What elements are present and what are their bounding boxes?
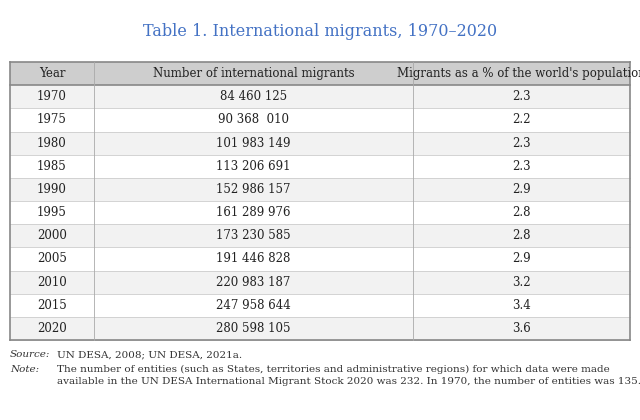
Text: 2.8: 2.8 [512,206,531,219]
Text: UN DESA, 2008; UN DESA, 2021a.: UN DESA, 2008; UN DESA, 2021a. [57,350,242,359]
Bar [10,155,630,178]
Text: 2020: 2020 [37,322,67,335]
Text: Source:: Source: [10,350,51,359]
Text: 2.9: 2.9 [512,183,531,196]
Text: Note:: Note: [10,365,39,374]
Bar [10,270,630,294]
Text: Migrants as a % of the world's population: Migrants as a % of the world's populatio… [397,67,640,80]
Text: 2005: 2005 [37,252,67,265]
Text: 2.3: 2.3 [512,160,531,173]
Text: 1980: 1980 [37,136,67,150]
Text: 2.3: 2.3 [512,90,531,103]
Text: The number of entities (such as States, territories and administrative regions) : The number of entities (such as States, … [57,365,610,374]
Text: 1985: 1985 [37,160,67,173]
Bar [10,247,630,270]
Text: 2.9: 2.9 [512,252,531,265]
Bar [10,62,630,85]
Text: 2015: 2015 [37,299,67,312]
Text: 2.3: 2.3 [512,136,531,150]
Text: 3.6: 3.6 [512,322,531,335]
Text: 1975: 1975 [37,113,67,126]
Text: 191 446 828: 191 446 828 [216,252,291,265]
Text: 152 986 157: 152 986 157 [216,183,291,196]
Text: 2.8: 2.8 [512,229,531,242]
Text: Year: Year [38,67,65,80]
Text: 84 460 125: 84 460 125 [220,90,287,103]
Text: 3.4: 3.4 [512,299,531,312]
Text: available in the UN DESA International Migrant Stock 2020 was 232. In 1970, the : available in the UN DESA International M… [57,377,640,386]
Bar [10,131,630,155]
Text: 247 958 644: 247 958 644 [216,299,291,312]
Text: 3.2: 3.2 [512,276,531,289]
Text: 2000: 2000 [37,229,67,242]
Text: 2.2: 2.2 [512,113,531,126]
Bar [10,317,630,340]
Text: 113 206 691: 113 206 691 [216,160,291,173]
Text: 220 983 187: 220 983 187 [216,276,291,289]
Text: 1995: 1995 [37,206,67,219]
Text: Table 1. International migrants, 1970–2020: Table 1. International migrants, 1970–20… [143,24,497,40]
Bar [10,178,630,201]
Bar [10,108,630,131]
Text: Number of international migrants: Number of international migrants [152,67,354,80]
Text: 101 983 149: 101 983 149 [216,136,291,150]
Text: 173 230 585: 173 230 585 [216,229,291,242]
Text: 1990: 1990 [37,183,67,196]
Text: 1970: 1970 [37,90,67,103]
Text: 280 598 105: 280 598 105 [216,322,291,335]
Bar [10,201,630,224]
Bar [10,294,630,317]
Text: 90 368  010: 90 368 010 [218,113,289,126]
Text: 2010: 2010 [37,276,67,289]
Bar [10,85,630,108]
Bar [10,224,630,247]
Text: 161 289 976: 161 289 976 [216,206,291,219]
